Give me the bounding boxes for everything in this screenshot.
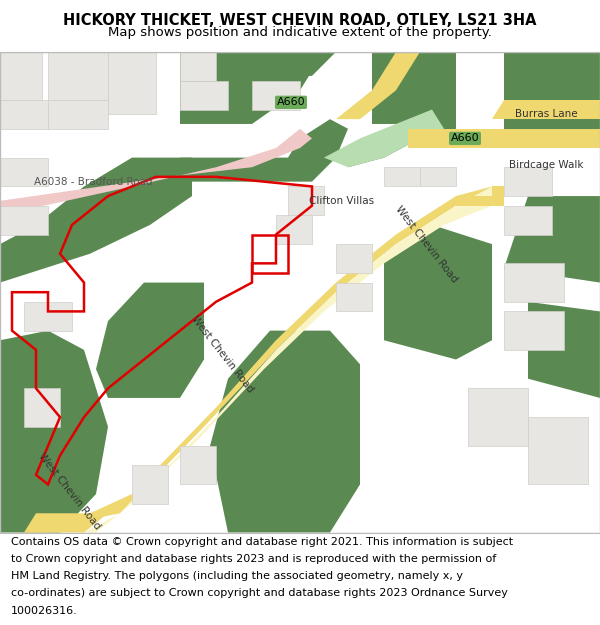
Polygon shape [384, 168, 420, 186]
Polygon shape [456, 186, 504, 206]
Polygon shape [0, 158, 192, 282]
Polygon shape [180, 52, 324, 124]
Polygon shape [276, 215, 312, 244]
Polygon shape [528, 417, 588, 484]
Text: HICKORY THICKET, WEST CHEVIN ROAD, OTLEY, LS21 3HA: HICKORY THICKET, WEST CHEVIN ROAD, OTLEY… [63, 13, 537, 28]
Text: Clifton Villas: Clifton Villas [310, 196, 374, 206]
Polygon shape [0, 158, 48, 186]
Text: West Chevin Road: West Chevin Road [393, 204, 459, 284]
Polygon shape [48, 100, 108, 129]
Polygon shape [504, 206, 552, 234]
Polygon shape [180, 119, 348, 182]
Polygon shape [348, 109, 456, 168]
Polygon shape [252, 81, 300, 109]
Text: co-ordinates) are subject to Crown copyright and database rights 2023 Ordnance S: co-ordinates) are subject to Crown copyr… [11, 589, 508, 599]
Polygon shape [468, 388, 528, 446]
Text: Birdcage Walk: Birdcage Walk [509, 160, 583, 170]
Text: HM Land Registry. The polygons (including the associated geometry, namely x, y: HM Land Registry. The polygons (includin… [11, 571, 463, 581]
Polygon shape [180, 446, 216, 484]
Polygon shape [24, 513, 108, 532]
Text: A6038 - Bradford Road: A6038 - Bradford Road [34, 177, 152, 187]
Text: West Chevin Road: West Chevin Road [36, 451, 102, 532]
Polygon shape [504, 168, 552, 196]
Polygon shape [48, 52, 108, 100]
Polygon shape [0, 52, 42, 100]
Polygon shape [0, 206, 48, 234]
Polygon shape [0, 331, 108, 532]
Polygon shape [132, 465, 168, 504]
Polygon shape [180, 52, 216, 81]
Polygon shape [408, 129, 600, 148]
Polygon shape [336, 282, 372, 311]
Polygon shape [336, 244, 372, 273]
Polygon shape [372, 52, 456, 124]
Text: Contains OS data © Crown copyright and database right 2021. This information is : Contains OS data © Crown copyright and d… [11, 537, 513, 547]
Polygon shape [324, 109, 444, 168]
Polygon shape [210, 331, 360, 532]
Polygon shape [504, 311, 564, 350]
Polygon shape [504, 52, 600, 129]
Polygon shape [240, 52, 336, 76]
Polygon shape [108, 52, 156, 114]
Polygon shape [0, 100, 48, 129]
Polygon shape [384, 225, 492, 359]
Text: West Chevin Road: West Chevin Road [189, 314, 255, 395]
Polygon shape [504, 263, 564, 302]
Polygon shape [420, 168, 456, 186]
Polygon shape [24, 186, 492, 532]
Text: Burras Lane: Burras Lane [515, 109, 577, 119]
Text: A660: A660 [451, 133, 479, 143]
Text: Map shows position and indicative extent of the property.: Map shows position and indicative extent… [108, 26, 492, 39]
Text: A660: A660 [277, 98, 305, 107]
Polygon shape [96, 282, 204, 398]
Polygon shape [504, 196, 600, 282]
Polygon shape [288, 186, 324, 215]
Polygon shape [336, 52, 420, 119]
Polygon shape [492, 100, 600, 119]
Polygon shape [24, 302, 72, 331]
Polygon shape [180, 81, 228, 109]
Polygon shape [0, 129, 312, 215]
Text: to Crown copyright and database rights 2023 and is reproduced with the permissio: to Crown copyright and database rights 2… [11, 554, 496, 564]
Polygon shape [24, 388, 60, 427]
Polygon shape [24, 186, 492, 532]
Polygon shape [528, 302, 600, 398]
Text: 100026316.: 100026316. [11, 606, 77, 616]
